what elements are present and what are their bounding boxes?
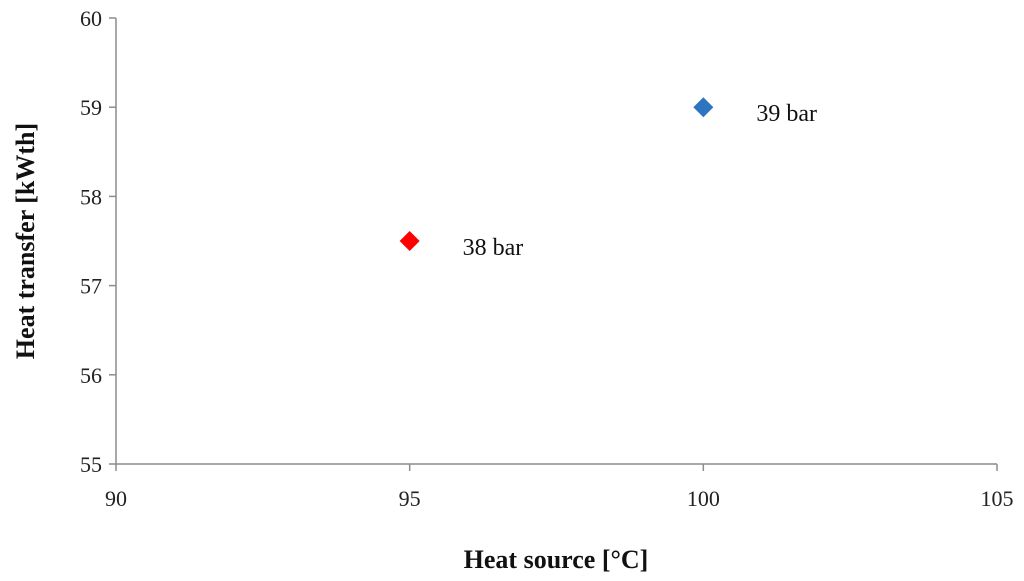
- x-tick-label: 105: [981, 486, 1014, 511]
- y-tick-label: 58: [80, 184, 102, 209]
- x-axis-title: Heat source [°C]: [464, 545, 649, 574]
- y-tick-label: 57: [80, 274, 102, 299]
- data-point-label: 38 bar: [463, 235, 524, 261]
- plot-area: 55 56 57 58 59 60 90 95 100 105 38 bar 39 bar: [80, 6, 1014, 511]
- y-tick-label: 59: [80, 95, 102, 120]
- x-tick-label: 100: [687, 486, 720, 511]
- y-axis-ticks: 55 56 57 58 59 60: [80, 6, 116, 477]
- y-tick-label: 56: [80, 363, 102, 388]
- data-point-label: 39 bar: [756, 101, 817, 127]
- x-axis-ticks: 90 95 100 105: [105, 464, 1014, 511]
- y-tick-label: 55: [80, 452, 102, 477]
- data-point-marker: [399, 231, 420, 251]
- y-axis-title: Heat transfer [kWth]: [11, 123, 40, 359]
- data-point-marker: [693, 97, 714, 118]
- data-points: 38 bar 39 bar: [399, 97, 817, 261]
- y-tick-label: 60: [80, 6, 102, 31]
- x-tick-label: 90: [105, 486, 127, 511]
- x-tick-label: 95: [399, 486, 421, 511]
